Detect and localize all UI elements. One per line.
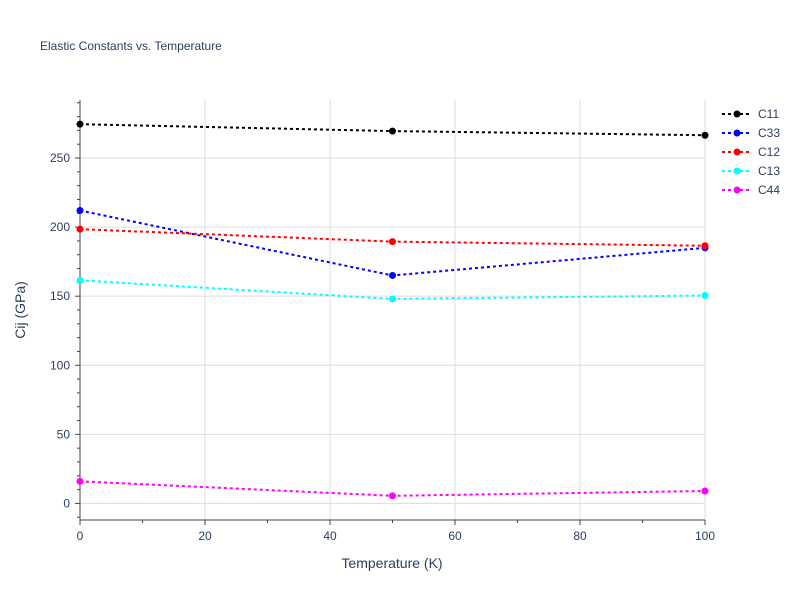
legend-label: C33 <box>758 126 780 140</box>
chart-title: Elastic Constants vs. Temperature <box>40 39 222 53</box>
data-point <box>76 225 84 233</box>
legend-item-c44: C44 <box>722 183 780 197</box>
series-c12 <box>76 225 709 250</box>
x-tick-label: 60 <box>448 529 462 543</box>
x-tick-label: 0 <box>77 529 84 543</box>
legend-label: C44 <box>758 183 780 197</box>
legend-swatch-marker <box>733 148 741 156</box>
series-c11 <box>76 120 709 139</box>
legend-swatch-marker <box>733 167 741 175</box>
legend-swatch-marker <box>733 110 741 118</box>
data-point <box>76 477 84 485</box>
data-point <box>701 487 709 495</box>
legend-item-c11: C11 <box>722 107 779 121</box>
y-tick-label: 100 <box>50 358 70 372</box>
data-point <box>701 131 709 139</box>
data-point <box>76 120 84 128</box>
legend-label: C13 <box>758 164 780 178</box>
y-tick-label: 200 <box>50 220 70 234</box>
data-point <box>389 127 396 135</box>
legend-label: C11 <box>758 107 779 121</box>
legend-swatch-marker <box>733 186 741 194</box>
series-c13 <box>76 276 709 303</box>
data-point <box>389 238 396 246</box>
legend: C11 C33 C12 C13 C44 <box>722 107 780 197</box>
grid <box>80 100 706 520</box>
axes: 0 20 40 60 80 100 0 50 100 150 200 250 <box>50 100 715 543</box>
data-point <box>76 276 84 284</box>
legend-item-c13: C13 <box>722 164 780 178</box>
x-tick-label: 80 <box>573 529 587 543</box>
data-point <box>701 242 709 250</box>
data-point <box>389 271 396 279</box>
x-tick-label: 20 <box>198 529 212 543</box>
data-point <box>389 295 396 303</box>
y-tick-label: 150 <box>50 289 70 303</box>
x-tick-label: 100 <box>695 529 715 543</box>
y-axis-title: Cij (GPa) <box>12 281 28 339</box>
series-c44 <box>76 477 709 500</box>
data-point <box>701 291 709 299</box>
legend-item-c33: C33 <box>722 126 780 140</box>
legend-swatch-marker <box>733 129 741 137</box>
legend-item-c12: C12 <box>722 145 780 159</box>
data-point <box>389 492 396 500</box>
x-axis-title: Temperature (K) <box>341 555 442 571</box>
x-tick-label: 40 <box>323 529 337 543</box>
series-layer <box>76 120 709 500</box>
legend-label: C12 <box>758 145 780 159</box>
y-tick-label: 50 <box>57 427 71 441</box>
data-point <box>76 207 84 215</box>
y-tick-label: 250 <box>50 151 70 165</box>
y-tick-label: 0 <box>63 496 70 510</box>
